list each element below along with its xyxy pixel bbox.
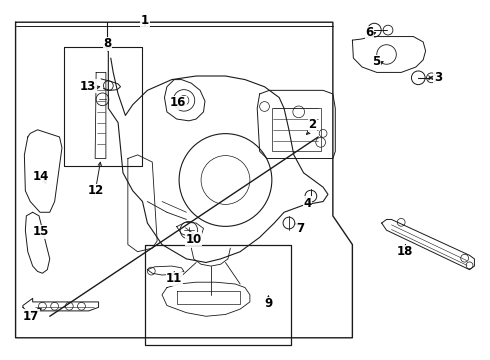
Text: 6: 6 <box>366 27 373 40</box>
Text: 8: 8 <box>103 37 112 50</box>
Text: 3: 3 <box>434 71 442 84</box>
Text: 13: 13 <box>80 80 96 93</box>
Text: 17: 17 <box>23 310 39 323</box>
Bar <box>272 108 320 151</box>
Text: 16: 16 <box>170 96 186 109</box>
Text: 12: 12 <box>88 184 104 197</box>
Text: 9: 9 <box>264 297 272 310</box>
Text: 4: 4 <box>303 197 312 210</box>
Text: 11: 11 <box>166 272 182 285</box>
Text: 10: 10 <box>186 233 202 246</box>
Text: 14: 14 <box>33 170 49 183</box>
Text: 7: 7 <box>296 222 304 235</box>
Text: 18: 18 <box>397 245 413 258</box>
Text: 2: 2 <box>308 118 317 131</box>
Text: 5: 5 <box>372 55 380 68</box>
Text: 15: 15 <box>33 225 49 238</box>
Text: 1: 1 <box>141 14 149 27</box>
